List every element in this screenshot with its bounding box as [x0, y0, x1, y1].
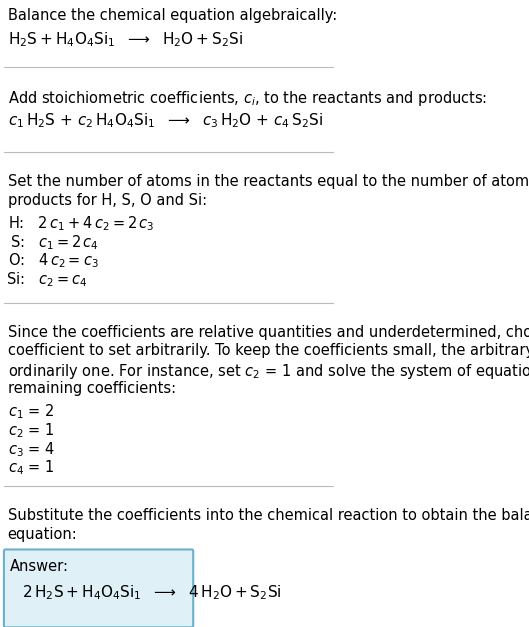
FancyBboxPatch shape — [4, 549, 193, 627]
Text: $c_1\,\mathrm{H_2S}$ $+$ $c_2\,\mathrm{H_4O_4Si_1}$  $\longrightarrow$  $c_3\,\m: $c_1\,\mathrm{H_2S}$ $+$ $c_2\,\mathrm{H… — [8, 111, 323, 130]
Text: Since the coefficients are relative quantities and underdetermined, choose a: Since the coefficients are relative quan… — [8, 325, 529, 340]
Text: $c_1$ = 2: $c_1$ = 2 — [8, 403, 54, 421]
Text: coefficient to set arbitrarily. To keep the coefficients small, the arbitrary va: coefficient to set arbitrarily. To keep … — [8, 344, 529, 359]
Text: products for H, S, O and Si:: products for H, S, O and Si: — [8, 192, 207, 208]
Text: S:   $c_1 = 2\,c_4$: S: $c_1 = 2\,c_4$ — [10, 233, 99, 251]
Text: $c_2$ = 1: $c_2$ = 1 — [8, 421, 54, 440]
Text: Set the number of atoms in the reactants equal to the number of atoms in the: Set the number of atoms in the reactants… — [8, 174, 529, 189]
Text: ordinarily one. For instance, set $c_2$ = 1 and solve the system of equations fo: ordinarily one. For instance, set $c_2$ … — [8, 362, 529, 381]
Text: Balance the chemical equation algebraically:: Balance the chemical equation algebraica… — [8, 8, 337, 23]
Text: $2\,\mathrm{H_2S + H_4O_4Si_1}$  $\longrightarrow$  $4\,\mathrm{H_2O + S_2Si}$: $2\,\mathrm{H_2S + H_4O_4Si_1}$ $\longri… — [22, 583, 281, 602]
Text: $\mathrm{H_2S + H_4O_4Si_1}$  $\longrightarrow$  $\mathrm{H_2O + S_2Si}$: $\mathrm{H_2S + H_4O_4Si_1}$ $\longright… — [8, 30, 243, 49]
Text: O:   $4\,c_2 = c_3$: O: $4\,c_2 = c_3$ — [8, 252, 98, 270]
Text: equation:: equation: — [8, 527, 77, 542]
Text: H:   $2\,c_1 + 4\,c_2 = 2\,c_3$: H: $2\,c_1 + 4\,c_2 = 2\,c_3$ — [8, 214, 154, 233]
Text: $c_3$ = 4: $c_3$ = 4 — [8, 440, 54, 459]
Text: Si:   $c_2 = c_4$: Si: $c_2 = c_4$ — [6, 270, 88, 289]
Text: remaining coefficients:: remaining coefficients: — [8, 381, 176, 396]
Text: Answer:: Answer: — [10, 559, 69, 574]
Text: $c_4$ = 1: $c_4$ = 1 — [8, 459, 54, 478]
Text: Add stoichiometric coefficients, $c_i$, to the reactants and products:: Add stoichiometric coefficients, $c_i$, … — [8, 89, 487, 108]
Text: Substitute the coefficients into the chemical reaction to obtain the balanced: Substitute the coefficients into the che… — [8, 508, 529, 523]
